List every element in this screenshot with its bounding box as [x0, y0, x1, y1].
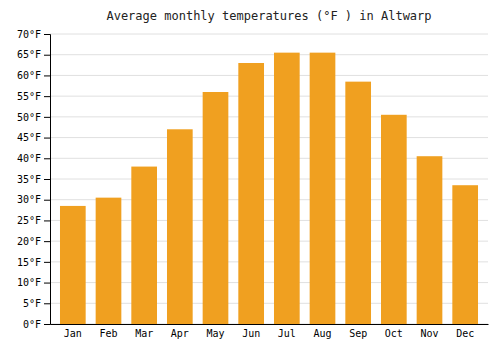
x-tick-label: May	[206, 328, 224, 339]
y-tick-mark	[44, 262, 50, 263]
y-tick-mark	[44, 138, 50, 139]
x-tick-label: Aug	[313, 328, 331, 339]
y-tick-mark	[44, 55, 50, 56]
grid-line	[50, 34, 488, 35]
grid-line	[50, 75, 488, 76]
y-tick-mark	[44, 241, 50, 242]
y-tick-label: 20°F	[17, 236, 41, 247]
y-tick-label: 5°F	[23, 298, 41, 309]
y-tick: 5°F	[23, 298, 50, 309]
x-tick: May	[206, 328, 224, 339]
x-tick: Mar	[135, 328, 153, 339]
axis-line	[44, 35, 51, 325]
x-tick: Sep	[349, 328, 367, 339]
y-tick: 0°F	[23, 319, 50, 330]
y-tick: 25°F	[17, 215, 50, 226]
axis-line	[51, 324, 489, 325]
y-tick-mark	[44, 324, 50, 325]
x-tick: Jul	[278, 328, 296, 339]
x-tick: Feb	[99, 328, 117, 339]
y-tick: 50°F	[17, 112, 50, 123]
bar	[310, 53, 336, 324]
y-tick-mark	[44, 200, 50, 201]
y-tick-label: 50°F	[17, 112, 41, 123]
y-tick-label: 30°F	[17, 194, 41, 205]
y-tick-label: 25°F	[17, 215, 41, 226]
x-tick: Nov	[420, 328, 438, 339]
x-tick-label: Jan	[64, 328, 82, 339]
x-tick-label: Oct	[385, 328, 403, 339]
y-tick-mark	[44, 303, 50, 304]
y-tick-label: 45°F	[17, 132, 41, 143]
y-tick: 70°F	[17, 29, 50, 40]
bar	[96, 198, 122, 324]
x-tick-label: Feb	[99, 328, 117, 339]
title: Average monthly temperatures (°F ) in Al…	[106, 9, 431, 23]
x-tick: Aug	[313, 328, 331, 339]
y-tick: 60°F	[17, 70, 50, 81]
x-tick: Oct	[385, 328, 403, 339]
y-tick-label: 15°F	[17, 257, 41, 268]
x-tick: Jan	[64, 328, 82, 339]
grid-line	[50, 96, 488, 97]
grid	[50, 34, 488, 324]
bar	[167, 129, 193, 324]
grid-line	[50, 137, 488, 138]
y-tick-mark	[44, 117, 50, 118]
x-tick-label: Dec	[456, 328, 474, 339]
y-tick-mark	[44, 34, 50, 35]
x-tick-label: Nov	[420, 328, 438, 339]
bar	[131, 167, 157, 324]
x-tick: Jun	[242, 328, 260, 339]
bar	[417, 156, 443, 324]
grid-line	[50, 54, 488, 55]
y-tick: 15°F	[17, 257, 50, 268]
y-tick: 55°F	[17, 91, 50, 102]
y-tick-mark	[44, 96, 50, 97]
bar	[381, 115, 407, 324]
bar	[60, 206, 86, 324]
x-tick: Apr	[171, 328, 189, 339]
x-tick-label: Jul	[278, 328, 296, 339]
x-tick-label: Sep	[349, 328, 367, 339]
chart: Jan Feb Mar Apr May Jun Jul Aug Sep Oct Nov Dec 0°F 5…	[0, 0, 500, 350]
y-tick: 30°F	[17, 194, 50, 205]
y-tick: 10°F	[17, 277, 50, 288]
x-tick: Dec	[456, 328, 474, 339]
y-tick-label: 60°F	[17, 70, 41, 81]
y-tick-mark	[44, 75, 50, 76]
bar	[203, 92, 229, 324]
y-tick: 40°F	[17, 153, 50, 164]
y-tick-label: 70°F	[17, 29, 41, 40]
y-tick-mark	[44, 158, 50, 159]
y-tick: 45°F	[17, 132, 50, 143]
y-axis: 0°F 5°F 10°F 15°F 20°F 25°F 30°F 35°F 40°F 45°F 50…	[17, 29, 51, 330]
bar	[274, 53, 300, 324]
y-tick-label: 10°F	[17, 277, 41, 288]
y-tick-label: 40°F	[17, 153, 41, 164]
y-tick-mark	[44, 220, 50, 221]
y-tick-mark	[44, 179, 50, 180]
plot-area	[60, 53, 478, 324]
y-tick-label: 65°F	[17, 49, 41, 60]
x-axis: Jan Feb Mar Apr May Jun Jul Aug Sep Oct Nov Dec	[51, 325, 489, 340]
y-tick-label: 0°F	[23, 319, 41, 330]
y-tick: 65°F	[17, 49, 50, 60]
bar	[345, 82, 371, 324]
x-tick-label: Mar	[135, 328, 153, 339]
y-tick-label: 35°F	[17, 174, 41, 185]
y-tick: 20°F	[17, 236, 50, 247]
bar	[452, 185, 478, 324]
y-tick-label: 55°F	[17, 91, 41, 102]
grid-line	[50, 116, 488, 117]
x-tick-label: Jun	[242, 328, 260, 339]
y-tick-mark	[44, 283, 50, 284]
y-tick: 35°F	[17, 174, 50, 185]
x-tick-label: Apr	[171, 328, 189, 339]
bar	[238, 63, 264, 324]
